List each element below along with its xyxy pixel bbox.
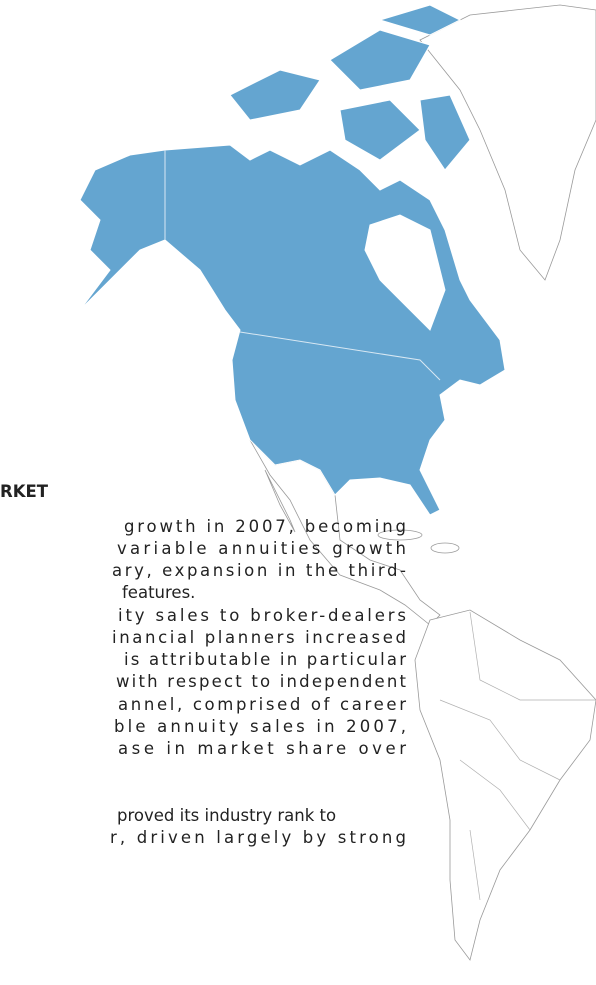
hispaniola: [431, 543, 459, 553]
paragraph-line: is attributable in particular: [124, 650, 406, 669]
page: RKET growth in 2007, becoming variable an…: [0, 0, 596, 985]
paragraph-line: ble annuity sales in 2007,: [114, 717, 406, 736]
section-heading: RKET: [0, 482, 49, 501]
paragraph-line: annel, comprised of career: [118, 695, 406, 714]
south-america: [415, 610, 596, 960]
paragraph-line: inancial planners increased: [112, 628, 406, 647]
paragraph-line: ary, expansion in the third-: [112, 561, 406, 580]
paragraph: growth in 2007, becoming variable annuiti…: [110, 517, 407, 847]
paragraph-line: r, driven largely by strong: [110, 828, 406, 847]
paragraph-line: variable annuities growth: [117, 539, 406, 558]
paragraph-line: features.: [122, 583, 195, 602]
paragraph-line: growth in 2007, becoming: [124, 517, 406, 536]
paragraph-line: with respect to independent: [116, 672, 407, 691]
north-america: [80, 145, 505, 515]
paragraph-line: ase in market share over: [118, 739, 406, 758]
paragraph-line: proved its industry rank to: [117, 806, 336, 825]
arctic-islands: [230, 5, 470, 170]
paragraph-line: ity sales to broker-dealers: [118, 606, 406, 625]
